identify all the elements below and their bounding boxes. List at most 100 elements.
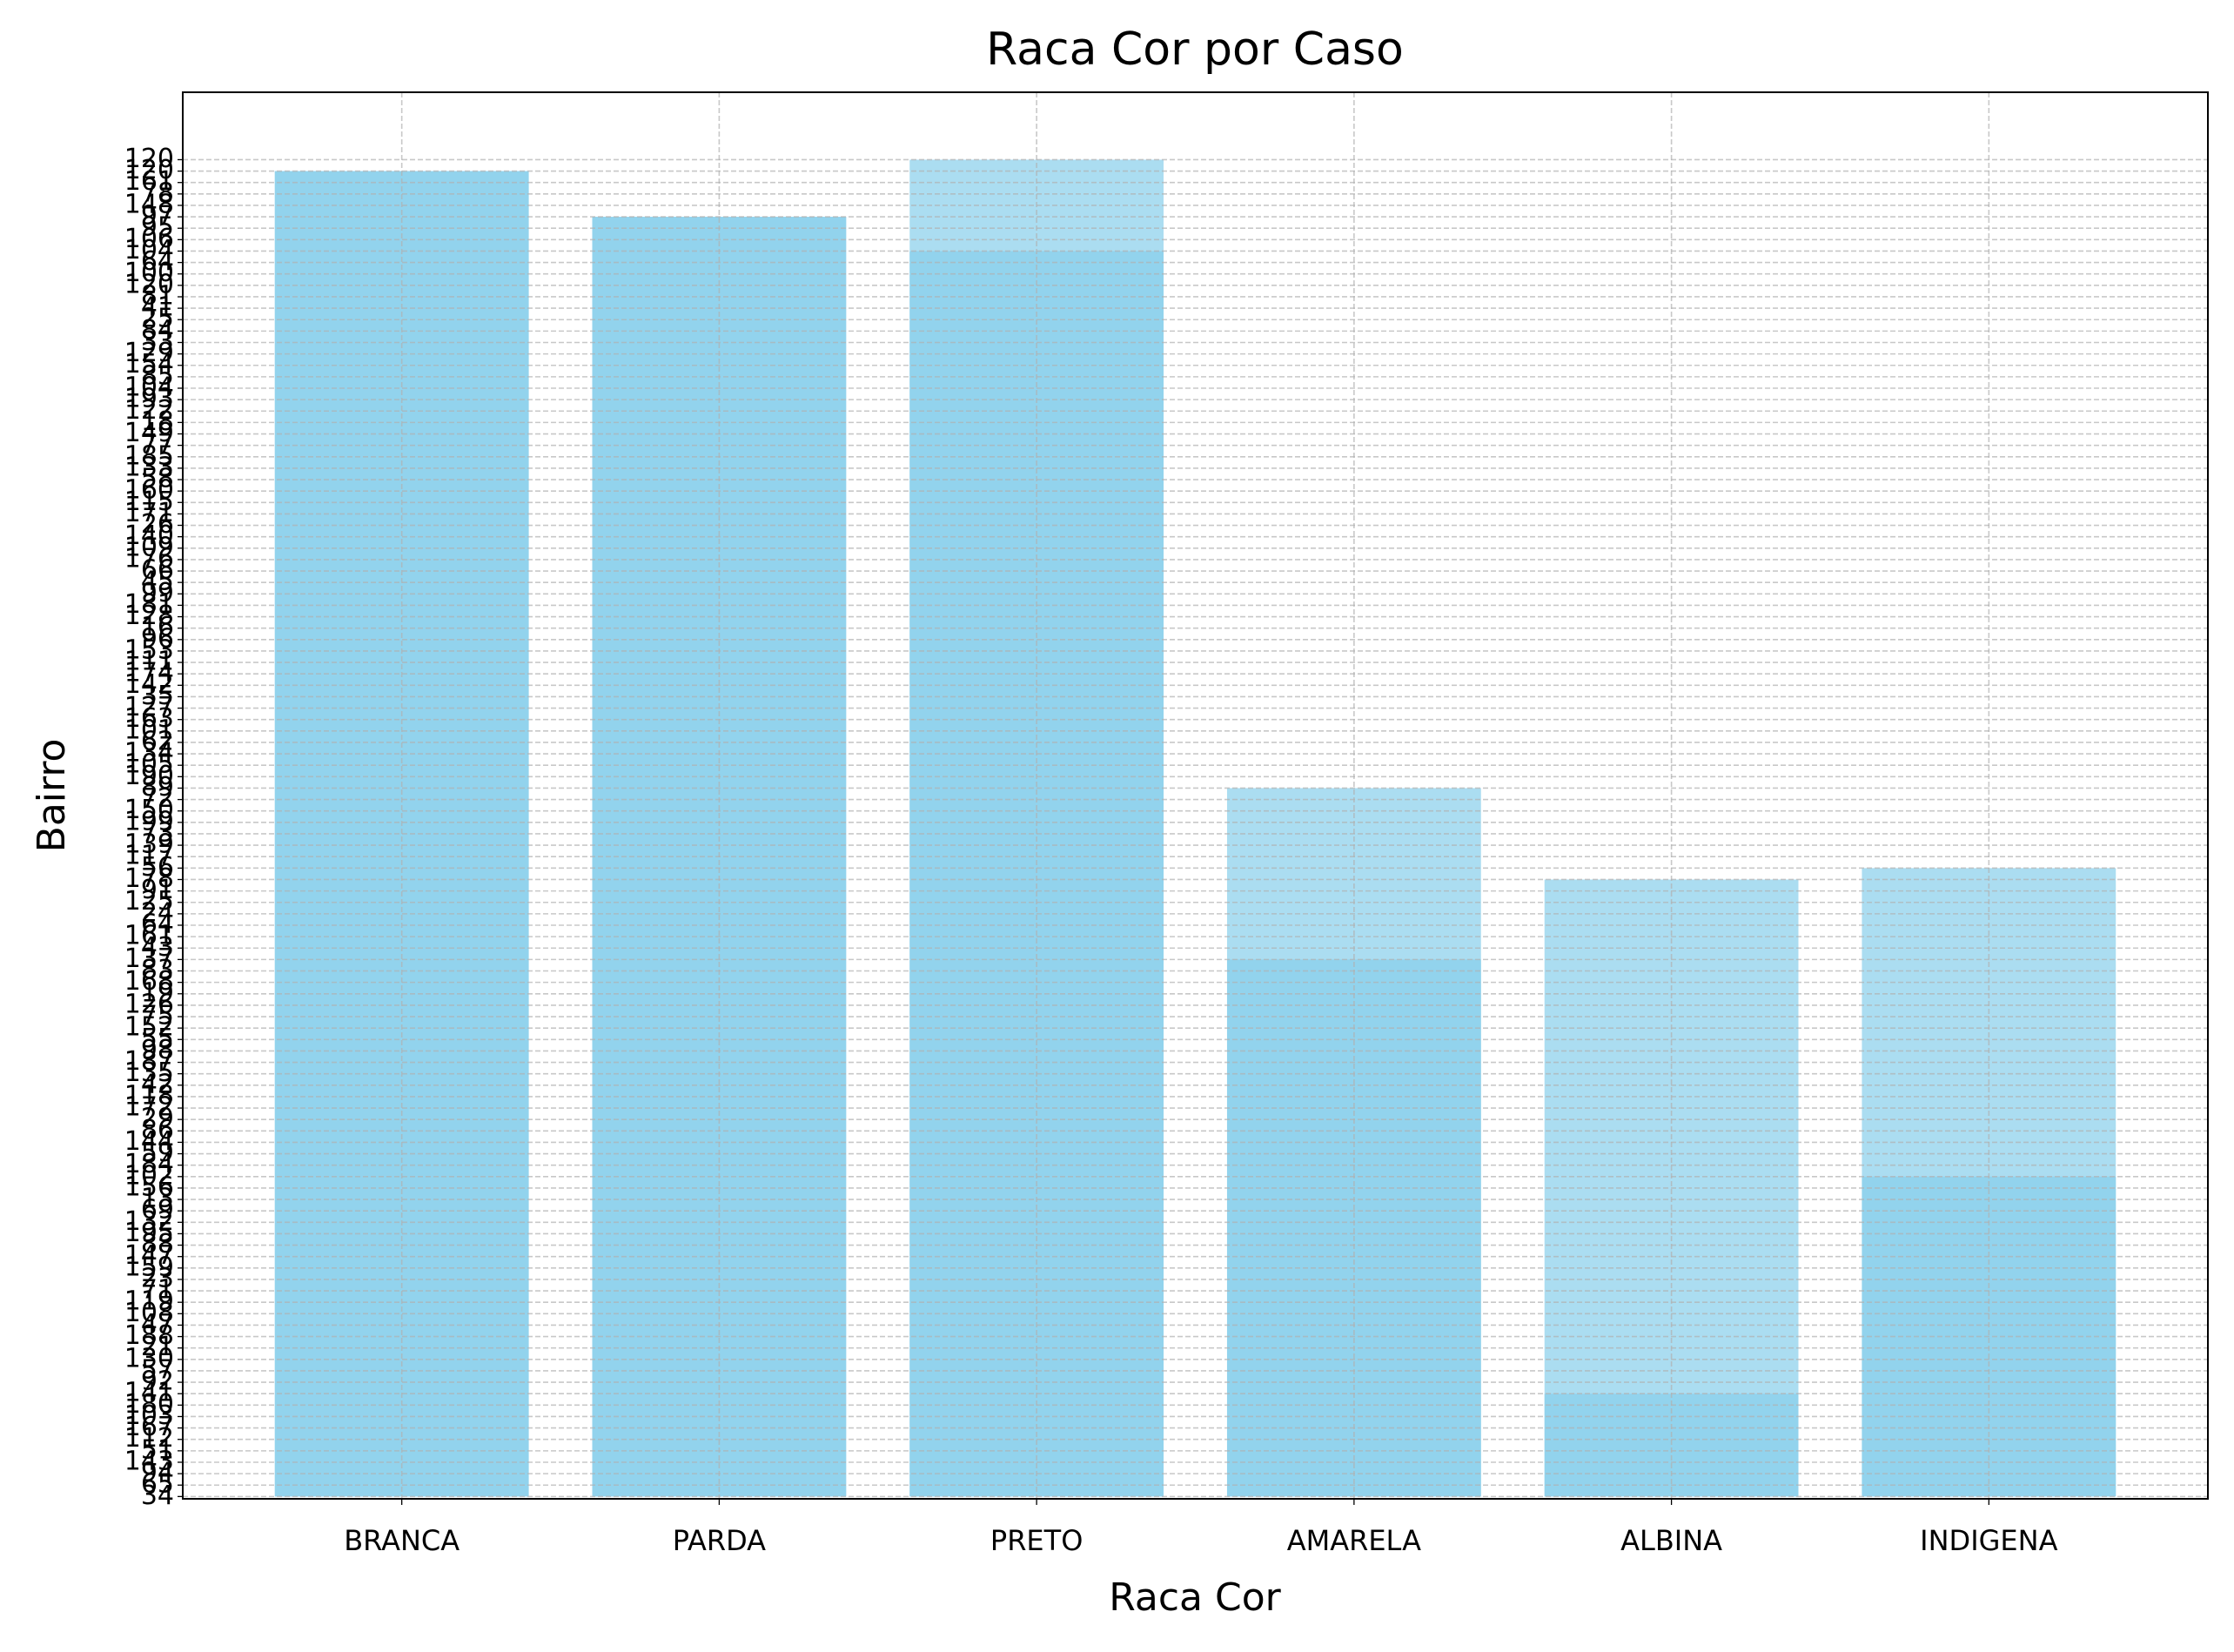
y-tick-label: 33 bbox=[141, 326, 174, 357]
y-tick-label: 172 bbox=[124, 1092, 174, 1123]
y-tick-label: 34 bbox=[141, 1481, 174, 1511]
y-tick-label: 78 bbox=[141, 178, 174, 208]
y-tick-label: 156 bbox=[124, 1172, 174, 1202]
y-tick-label: 75 bbox=[141, 1001, 174, 1031]
y-tick-label: 129 bbox=[124, 338, 174, 368]
y-tick-label: 133 bbox=[124, 452, 174, 482]
y-tick-label: 142 bbox=[124, 669, 174, 700]
y-tick-label: 84 bbox=[141, 315, 174, 346]
y-tick-label: 99 bbox=[141, 578, 174, 608]
y-tick-label: 150 bbox=[124, 795, 174, 825]
bar bbox=[909, 251, 1164, 1497]
y-tick-label: 143 bbox=[124, 1446, 174, 1476]
y-tick-label: 43 bbox=[141, 932, 174, 963]
y-tick-label: 188 bbox=[124, 1320, 174, 1351]
y-tick-label: 132 bbox=[124, 1206, 174, 1237]
y-tick-label: 117 bbox=[124, 841, 174, 871]
y-tick-label: 152 bbox=[124, 1012, 174, 1043]
y-tick-label: 120 bbox=[124, 269, 174, 299]
y-tick-label: 126 bbox=[124, 989, 174, 1019]
y-tick-label: 42 bbox=[141, 1069, 174, 1099]
y-tick-label: 181 bbox=[124, 589, 174, 620]
y-tick-label: 86 bbox=[141, 1115, 174, 1145]
y-tick-label: 127 bbox=[124, 692, 174, 722]
x-tick-label: PRETO bbox=[990, 1524, 1083, 1557]
y-tick-label: 134 bbox=[124, 738, 174, 769]
y-tick-label: 130 bbox=[124, 1343, 174, 1373]
y-tick-label: 119 bbox=[124, 1286, 174, 1317]
y-tick-label: 13 bbox=[141, 1184, 174, 1214]
x-tick-label: INDIGENA bbox=[1920, 1524, 2057, 1557]
y-tick-label: 64 bbox=[141, 909, 174, 939]
y-tick-label: 105 bbox=[124, 749, 174, 780]
y-tick-label: 178 bbox=[124, 863, 174, 894]
y-tick-label: 45 bbox=[141, 567, 174, 597]
chart-title: Raca Cor por Caso bbox=[986, 24, 1404, 76]
y-tick-label: 89 bbox=[141, 772, 174, 802]
y-tick-label: 176 bbox=[124, 543, 174, 574]
y-tick-label: 59 bbox=[141, 1138, 174, 1168]
y-tick-label: 91 bbox=[141, 875, 174, 905]
y-tick-label: 55 bbox=[141, 1024, 174, 1054]
y-tick-label: 187 bbox=[124, 1046, 174, 1077]
y-tick-label: 77 bbox=[141, 429, 174, 460]
y-tick-label: 149 bbox=[124, 418, 174, 448]
y-tick-label: 69 bbox=[141, 1195, 174, 1226]
y-tick-label: 56 bbox=[141, 852, 174, 883]
y-tick-label: 21 bbox=[141, 1332, 174, 1362]
y-tick-label: 104 bbox=[124, 235, 174, 265]
x-tick-label: PARDA bbox=[673, 1524, 766, 1557]
y-tick-label: 19 bbox=[141, 977, 174, 1008]
y-tick-label: 35 bbox=[141, 681, 174, 711]
y-tick-label: 41 bbox=[141, 292, 174, 323]
y-tick-label: 81 bbox=[141, 280, 174, 311]
y-tick-label: 64 bbox=[141, 246, 174, 277]
y-tick-label: 144 bbox=[124, 1126, 174, 1157]
y-tick-label: 159 bbox=[124, 1252, 174, 1282]
y-tick-label: 102 bbox=[124, 1160, 174, 1191]
y-tick-label: 72 bbox=[141, 783, 174, 814]
y-tick-label: 180 bbox=[124, 1389, 174, 1420]
y-tick-label: 163 bbox=[124, 703, 174, 734]
y-tick-label: 125 bbox=[124, 886, 174, 917]
y-tick-label: 88 bbox=[141, 1229, 174, 1259]
y-tick-label: 25 bbox=[141, 304, 174, 334]
y-tick-label: 103 bbox=[124, 1400, 174, 1431]
y-tick-label: 184 bbox=[124, 1149, 174, 1179]
y-tick-label: 137 bbox=[124, 944, 174, 974]
y-tick-label: 193 bbox=[124, 384, 174, 414]
y-tick-label: 135 bbox=[124, 1058, 174, 1088]
y-tick-label: 153 bbox=[124, 635, 174, 665]
y-tick-label: 16 bbox=[141, 612, 174, 642]
plot-frame bbox=[182, 91, 2209, 1500]
y-tick-label: 104 bbox=[124, 373, 174, 403]
y-tick-label: 140 bbox=[124, 520, 174, 551]
y-tick-label: 195 bbox=[124, 1218, 174, 1248]
y-tick-label: 120 bbox=[124, 144, 174, 174]
y-tick-label: 92 bbox=[141, 1367, 174, 1397]
y-tick-label: 24 bbox=[141, 897, 174, 928]
y-tick-label: 23 bbox=[141, 1263, 174, 1293]
y-tick-label: 199 bbox=[124, 806, 174, 836]
y-tick-label: 58 bbox=[141, 464, 174, 494]
y-tick-label: 108 bbox=[124, 1298, 174, 1328]
y-tick-label: 94 bbox=[141, 1458, 174, 1488]
y-tick-label: 71 bbox=[141, 1275, 174, 1306]
y-tick-label: 154 bbox=[124, 349, 174, 379]
y-tick-label: 29 bbox=[141, 1104, 174, 1134]
y-tick-label: 171 bbox=[124, 498, 174, 528]
x-axis-label: Raca Cor bbox=[1109, 1575, 1281, 1620]
y-tick-label: 148 bbox=[124, 189, 174, 219]
y-tick-label: 141 bbox=[124, 1378, 174, 1408]
x-tick-label: BRANCA bbox=[344, 1524, 460, 1557]
y-tick-label: 160 bbox=[124, 475, 174, 506]
y-tick-label: 65 bbox=[141, 1469, 174, 1500]
y-tick-label: 122 bbox=[124, 395, 174, 426]
y-tick-label: 18 bbox=[141, 406, 174, 437]
y-tick-label: 85 bbox=[141, 360, 174, 391]
y-tick-label: 98 bbox=[141, 1035, 174, 1065]
y-tick-label: 47 bbox=[141, 1309, 174, 1340]
y-tick-label: 147 bbox=[124, 1240, 174, 1271]
y-tick-label: 100 bbox=[124, 258, 174, 288]
